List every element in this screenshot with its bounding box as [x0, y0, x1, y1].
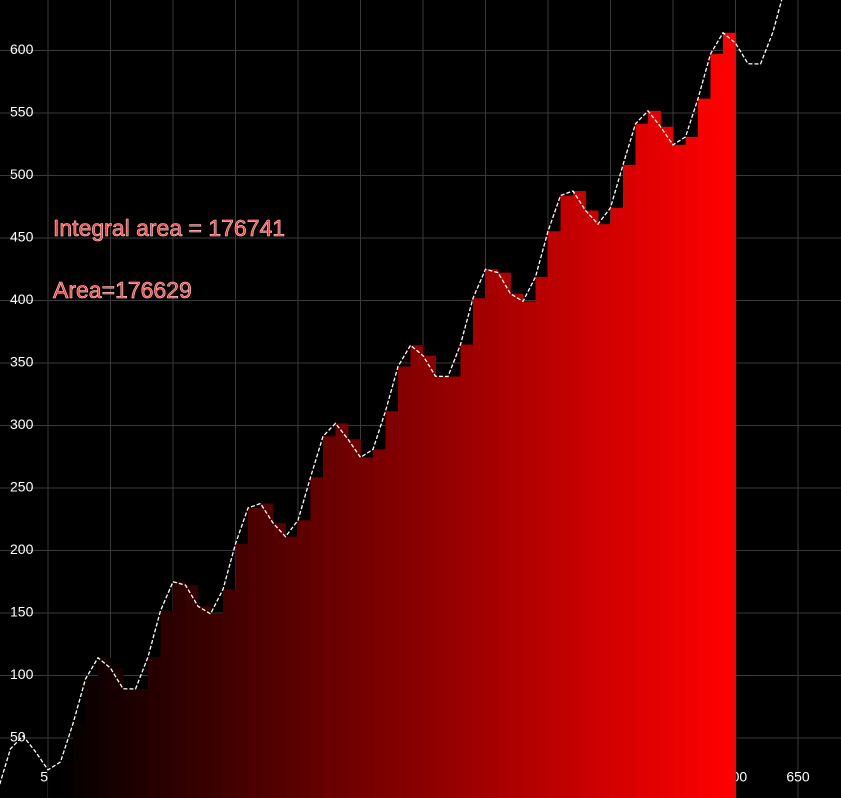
- area-strip: [410, 345, 424, 798]
- y-tick-label: 500: [10, 166, 34, 182]
- area-strip: [398, 366, 411, 798]
- area-strip: [135, 689, 149, 798]
- area-strip: [710, 54, 724, 798]
- area-strip: [310, 477, 324, 798]
- area-strip: [73, 723, 86, 798]
- area-strip: [660, 126, 674, 798]
- y-tick-label: 350: [10, 354, 34, 370]
- area-strip: [423, 355, 436, 798]
- y-tick-label: 300: [10, 416, 34, 432]
- area-strip: [298, 520, 311, 798]
- area-strip: [510, 293, 524, 798]
- area-strip: [373, 449, 386, 798]
- area-strip: [623, 164, 636, 798]
- area-strip: [335, 423, 349, 798]
- area-strip: [460, 344, 474, 798]
- area-strip: [485, 269, 499, 798]
- y-tick-label: 150: [10, 604, 34, 620]
- area-strip: [523, 301, 536, 798]
- area-strip: [60, 761, 74, 798]
- area-strip: [685, 136, 699, 798]
- area-strip: [148, 657, 161, 798]
- area-strip: [360, 457, 374, 798]
- area-strip: [673, 144, 686, 798]
- area-strip: [535, 276, 549, 798]
- area-strip: [235, 543, 249, 798]
- area-strip: [635, 123, 649, 798]
- area-strip: [273, 523, 286, 798]
- y-tick-label: 100: [10, 666, 34, 682]
- area-strip: [98, 657, 111, 798]
- area-strip: [698, 98, 711, 798]
- integral-annotation: Integral area = 176741: [53, 215, 285, 241]
- area-strip: [610, 207, 624, 798]
- x-tick-label: 650: [786, 769, 810, 785]
- area-strip: [498, 272, 511, 798]
- area-strip: [598, 224, 611, 798]
- area-strip: [548, 231, 561, 798]
- area-strip: [48, 769, 61, 798]
- area-strip: [473, 298, 486, 798]
- y-tick-label: 400: [10, 291, 34, 307]
- area-strip: [285, 536, 299, 798]
- area-strip: [123, 688, 136, 798]
- area-strip: [110, 668, 124, 798]
- area-annotation: Area=176629: [53, 277, 192, 303]
- area-strip: [210, 613, 224, 798]
- area-strip: [260, 503, 274, 798]
- area-strip: [160, 610, 174, 798]
- area-strip: [348, 439, 361, 798]
- area-strip: [560, 195, 574, 798]
- area-strip: [448, 376, 461, 798]
- area-strip: [435, 376, 449, 798]
- area-strip: [85, 679, 99, 798]
- y-tick-label: 550: [10, 104, 34, 120]
- area-strip: [573, 191, 586, 798]
- area-strip: [173, 581, 186, 798]
- area-strip: [585, 210, 599, 798]
- y-tick-label: 600: [10, 41, 34, 57]
- area-strip: [223, 589, 236, 798]
- y-tick-label: 250: [10, 479, 34, 495]
- y-tick-label: 450: [10, 229, 34, 245]
- area-strip: [185, 585, 199, 798]
- area-strip: [723, 32, 736, 798]
- area-strip: [198, 606, 211, 798]
- area-strip: [323, 436, 336, 798]
- area-strip: [648, 110, 661, 798]
- area-strip: [248, 508, 261, 798]
- y-tick-label: 200: [10, 541, 34, 557]
- y-tick-label: 50: [10, 729, 26, 745]
- area-strip: [385, 411, 399, 798]
